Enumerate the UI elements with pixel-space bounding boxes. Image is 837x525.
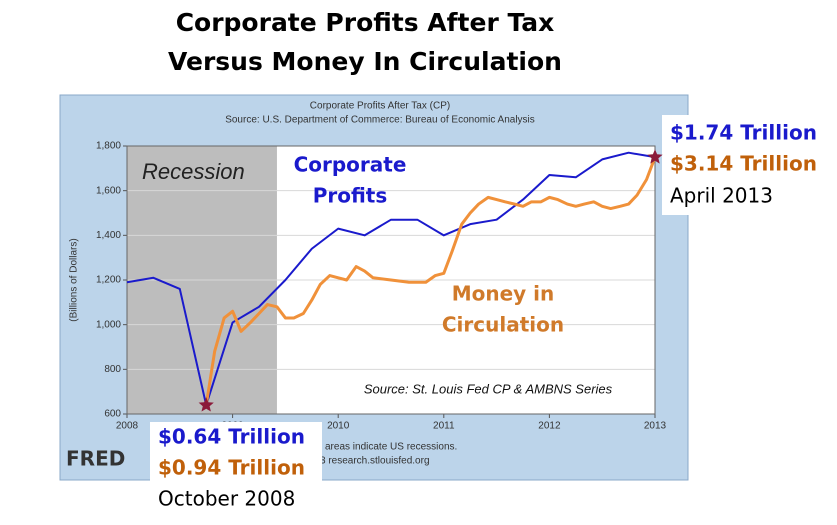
- highlight-star: [647, 149, 663, 164]
- chart-title: Corporate Profits After Tax: [176, 8, 555, 37]
- plot-frame: [126, 145, 656, 415]
- callout-text: $3.14 Trillion: [670, 152, 817, 176]
- y-tick-label: 1,800: [96, 141, 121, 152]
- callout-text: October 2008: [158, 487, 295, 511]
- callout-text: April 2013: [670, 184, 773, 208]
- y-tick-label: 600: [104, 409, 121, 420]
- series-label: Corporate: [294, 153, 407, 177]
- y-tick-label: 1,000: [96, 319, 121, 330]
- fred-note: 3 research.stlouisfed.org: [320, 456, 430, 467]
- y-tick-label: 800: [104, 364, 121, 375]
- x-tick-label: 2012: [538, 421, 561, 432]
- series-label: Money in: [452, 282, 555, 306]
- x-tick-label: 2013: [644, 421, 667, 432]
- callout-box: [150, 422, 322, 525]
- y-axis-label: (Billions of Dollars): [69, 238, 80, 321]
- highlight-star: [198, 397, 214, 412]
- y-tick-label: 1,400: [96, 230, 121, 241]
- series-line: [204, 156, 657, 406]
- callout-text: $0.64 Trillion: [158, 425, 305, 449]
- series-label: Profits: [313, 184, 388, 208]
- callout-text: $1.74 Trillion: [670, 121, 817, 145]
- fred-source: Source: U.S. Department of Commerce: Bur…: [225, 115, 535, 126]
- callout-box: [662, 115, 837, 215]
- fred-logo: FRED: [66, 447, 125, 471]
- source-note: Source: St. Louis Fed CP & AMBNS Series: [364, 381, 613, 396]
- fred-title: Corporate Profits After Tax (CP): [310, 101, 450, 112]
- fred-note: areas indicate US recessions.: [325, 442, 457, 453]
- callout-text: $0.94 Trillion: [158, 456, 305, 480]
- chart-title: Versus Money In Circulation: [168, 47, 562, 76]
- y-tick-label: 1,600: [96, 185, 121, 196]
- x-tick-label: 2008: [116, 421, 139, 432]
- x-tick-label: 2010: [327, 421, 350, 432]
- recession-label: Recession: [142, 159, 245, 184]
- y-tick-label: 1,200: [96, 275, 121, 286]
- series-label: Circulation: [442, 313, 564, 337]
- series-line: [126, 151, 656, 407]
- x-tick-label: 2011: [433, 421, 455, 432]
